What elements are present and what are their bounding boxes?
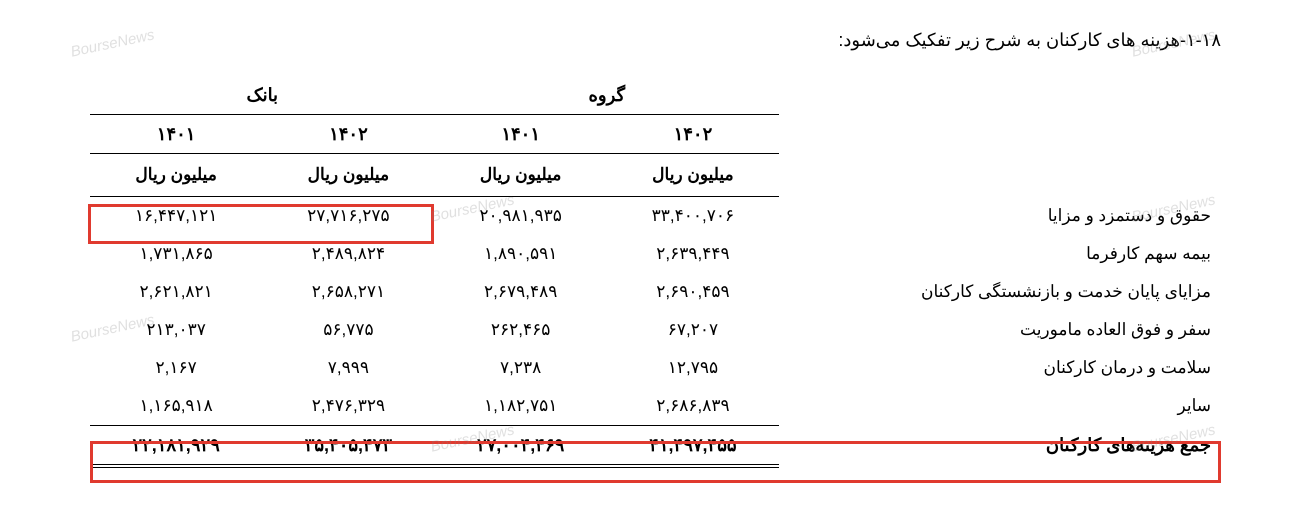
table-row: سفر و فوق العاده ماموریت ۶۷,۲۰۷ ۲۶۲,۴۶۵ … xyxy=(90,311,1221,349)
column-group-bank: بانک xyxy=(90,76,435,115)
cell: ۲,۶۷۹,۴۸۹ xyxy=(435,273,607,311)
cell: ۲,۶۳۹,۴۴۹ xyxy=(607,235,779,273)
cell: ۱۲,۷۹۵ xyxy=(607,349,779,387)
cell: ۷,۲۳۸ xyxy=(435,349,607,387)
total-cell: ۴۱,۴۹۷,۴۵۵ xyxy=(607,426,779,467)
cell: ۱,۱۶۵,۹۱۸ xyxy=(90,387,262,426)
cell: ۱,۱۸۲,۷۵۱ xyxy=(435,387,607,426)
personnel-cost-table: گروه بانک ۱۴۰۲ ۱۴۰۱ ۱۴۰۲ ۱۴۰۱ میلیون ریا… xyxy=(90,76,1221,468)
unit-label: میلیون ریال xyxy=(607,154,779,197)
unit-label: میلیون ریال xyxy=(90,154,262,197)
cell: ۳۳,۴۰۰,۷۰۶ xyxy=(607,197,779,236)
cell: ۲۰,۹۸۱,۹۳۵ xyxy=(435,197,607,236)
note-title: ۱-۱۸-هزینه های کارکنان به شرح زیر تفکیک … xyxy=(90,30,1221,51)
year-header-row: ۱۴۰۲ ۱۴۰۱ ۱۴۰۲ ۱۴۰۱ xyxy=(90,115,1221,154)
total-cell: ۳۵,۴۰۵,۴۷۳ xyxy=(262,426,434,467)
cell: ۲,۶۹۰,۴۵۹ xyxy=(607,273,779,311)
table-container: گروه بانک ۱۴۰۲ ۱۴۰۱ ۱۴۰۲ ۱۴۰۱ میلیون ریا… xyxy=(90,76,1221,468)
row-label: حقوق و دستمزد و مزایا xyxy=(779,197,1221,236)
year-bank-1402: ۱۴۰۲ xyxy=(262,115,434,154)
unit-label: میلیون ریال xyxy=(435,154,607,197)
row-label: مزایای پایان خدمت و بازنشستگی کارکنان xyxy=(779,273,1221,311)
total-cell: ۲۷,۰۰۴,۴۶۹ xyxy=(435,426,607,467)
row-label: سلامت و درمان کارکنان xyxy=(779,349,1221,387)
unit-label: میلیون ریال xyxy=(262,154,434,197)
cell: ۷,۹۹۹ xyxy=(262,349,434,387)
cell: ۲,۴۷۶,۳۲۹ xyxy=(262,387,434,426)
table-row: حقوق و دستمزد و مزایا ۳۳,۴۰۰,۷۰۶ ۲۰,۹۸۱,… xyxy=(90,197,1221,236)
row-label: سایر xyxy=(779,387,1221,426)
cell: ۶۷,۲۰۷ xyxy=(607,311,779,349)
table-row: مزایای پایان خدمت و بازنشستگی کارکنان ۲,… xyxy=(90,273,1221,311)
cell: ۲۷,۷۱۶,۲۷۵ xyxy=(262,197,434,236)
year-group-1401: ۱۴۰۱ xyxy=(435,115,607,154)
cell: ۲,۶۵۸,۲۷۱ xyxy=(262,273,434,311)
table-row: بیمه سهم کارفرما ۲,۶۳۹,۴۴۹ ۱,۸۹۰,۵۹۱ ۲,۴… xyxy=(90,235,1221,273)
cell: ۲,۶۸۶,۸۳۹ xyxy=(607,387,779,426)
cell: ۱,۸۹۰,۵۹۱ xyxy=(435,235,607,273)
row-label: سفر و فوق العاده ماموریت xyxy=(779,311,1221,349)
cell: ۲,۶۲۱,۸۲۱ xyxy=(90,273,262,311)
total-row: جمع هزینه‌های کارکنان ۴۱,۴۹۷,۴۵۵ ۲۷,۰۰۴,… xyxy=(90,426,1221,467)
cell: ۲,۱۶۷ xyxy=(90,349,262,387)
table-row: سایر ۲,۶۸۶,۸۳۹ ۱,۱۸۲,۷۵۱ ۲,۴۷۶,۳۲۹ ۱,۱۶۵… xyxy=(90,387,1221,426)
year-bank-1401: ۱۴۰۱ xyxy=(90,115,262,154)
group-header-row: گروه بانک xyxy=(90,76,1221,115)
row-label: بیمه سهم کارفرما xyxy=(779,235,1221,273)
column-group-group: گروه xyxy=(435,76,780,115)
cell: ۲۱۳,۰۳۷ xyxy=(90,311,262,349)
unit-header-row: میلیون ریال میلیون ریال میلیون ریال میلی… xyxy=(90,154,1221,197)
cell: ۲,۴۸۹,۸۲۴ xyxy=(262,235,434,273)
year-group-1402: ۱۴۰۲ xyxy=(607,115,779,154)
table-row: سلامت و درمان کارکنان ۱۲,۷۹۵ ۷,۲۳۸ ۷,۹۹۹… xyxy=(90,349,1221,387)
total-label: جمع هزینه‌های کارکنان xyxy=(779,426,1221,467)
cell: ۱,۷۳۱,۸۶۵ xyxy=(90,235,262,273)
cell: ۵۶,۷۷۵ xyxy=(262,311,434,349)
cell: ۱۶,۴۴۷,۱۲۱ xyxy=(90,197,262,236)
total-cell: ۲۲,۱۸۱,۹۲۹ xyxy=(90,426,262,467)
cell: ۲۶۲,۴۶۵ xyxy=(435,311,607,349)
